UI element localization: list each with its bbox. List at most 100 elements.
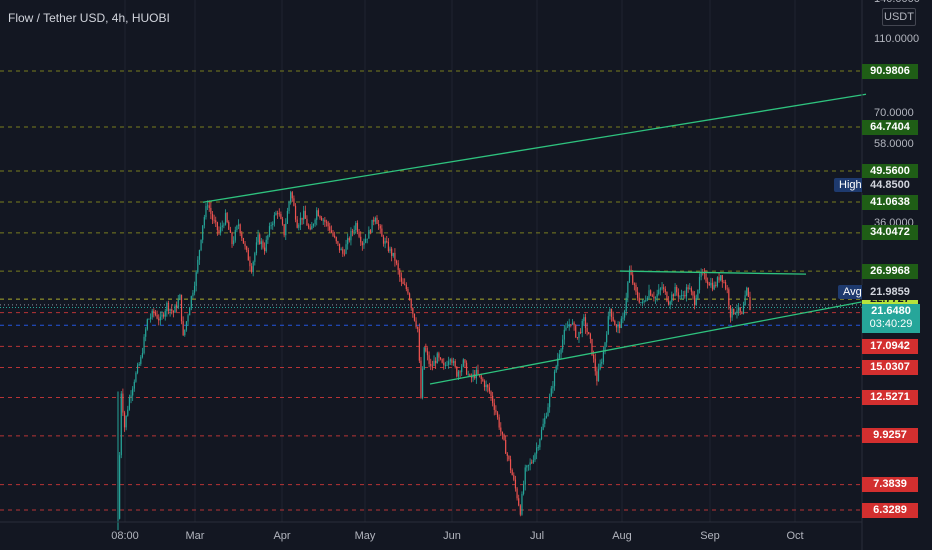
candle-body-81 [249, 260, 251, 267]
candle-body-306 [615, 325, 618, 328]
candle-body-331 [656, 294, 658, 298]
candle-body-315 [630, 269, 632, 275]
candle-body-147 [356, 222, 359, 232]
candle-body-288 [586, 328, 588, 333]
candle-body-272 [560, 349, 562, 355]
candle-body-137 [340, 249, 342, 251]
candle-body-266 [550, 388, 552, 397]
candle-body-126 [322, 219, 324, 221]
candle-body-89 [262, 241, 264, 248]
currency-unit-button[interactable]: USDT [882, 8, 916, 26]
candle-body-104 [286, 210, 289, 224]
candle-body-35 [174, 305, 176, 313]
candle-body-125 [321, 217, 323, 221]
candle-body-245 [516, 488, 518, 499]
candle-body-114 [303, 210, 305, 220]
candle-body-233 [496, 412, 499, 418]
candle-body-208 [456, 366, 458, 377]
candle-body-180 [410, 299, 412, 308]
candle-body-193 [431, 365, 433, 367]
candle-body-373 [724, 282, 727, 289]
candle-body-41 [184, 329, 186, 336]
candle-body-371 [721, 275, 723, 283]
candle-body-45 [190, 296, 192, 308]
candle-body-364 [710, 282, 712, 286]
candle-body-160 [378, 223, 380, 226]
last-price-box: 21.6480 03:40:29 [862, 304, 920, 333]
candle-body-316 [632, 274, 634, 284]
candle-body-36 [176, 305, 178, 308]
candle-body-309 [620, 318, 622, 329]
candle-body-153 [366, 238, 368, 240]
candle-body-184 [417, 326, 419, 329]
candle-body-289 [588, 332, 590, 335]
candle-body-210 [459, 371, 461, 373]
candle-body-232 [495, 409, 497, 413]
trendline-0 [202, 93, 867, 203]
candle-body-90 [263, 247, 266, 252]
candle-body-151 [363, 242, 365, 246]
candle-body-282 [576, 337, 578, 338]
candle-body-18 [146, 319, 148, 330]
candle-body-330 [654, 297, 657, 299]
candle-body-281 [575, 325, 577, 338]
x-tick-label: Mar [185, 530, 205, 542]
x-tick-label: Jul [529, 530, 545, 542]
candle-body-294 [596, 371, 598, 382]
candle-body-75 [239, 224, 241, 234]
candle-body-34 [172, 310, 174, 313]
candle-body-82 [250, 266, 253, 272]
candle-body-202 [446, 364, 448, 366]
candle-body-363 [708, 283, 710, 286]
candle-body-260 [540, 429, 543, 440]
candle-body-142 [348, 238, 350, 241]
candle-body-4 [123, 412, 126, 428]
candle-body-61 [216, 222, 218, 231]
candle-body-120 [312, 223, 315, 226]
price-level-label: 6.3289 [862, 502, 918, 518]
candle-body-342 [674, 286, 676, 297]
candle-body-57 [210, 207, 212, 214]
candle-body-197 [438, 353, 440, 358]
candle-body-96 [273, 215, 275, 224]
candle-body-157 [373, 219, 375, 222]
candle-body-213 [464, 359, 466, 363]
candle-body-68 [228, 222, 230, 230]
candle-body-33 [171, 309, 173, 311]
candle-body-60 [215, 220, 217, 223]
candle-body-46 [192, 292, 194, 297]
candle-body-237 [503, 434, 505, 440]
x-tick-label: Apr [273, 530, 291, 542]
candle-body-128 [325, 221, 328, 223]
candle-body-162 [381, 228, 383, 237]
candle-body-163 [382, 236, 385, 244]
candle-body-169 [392, 252, 394, 256]
candle-body-156 [371, 219, 373, 233]
candle-body-37 [177, 299, 179, 308]
candle-body-336 [664, 288, 666, 292]
price-level-label: 17.0942 [862, 338, 918, 354]
candle-body-185 [418, 328, 420, 361]
candle-body-325 [646, 298, 648, 301]
candle-body-255 [532, 460, 534, 463]
candle-body-179 [408, 293, 411, 300]
candle-body-131 [330, 230, 332, 233]
candle-body-225 [483, 381, 486, 388]
candle-body-103 [285, 223, 287, 236]
candle-body-338 [667, 301, 670, 305]
candle-body-378 [733, 308, 735, 314]
candle-body-38 [179, 294, 181, 300]
candle-body-189 [425, 347, 427, 352]
candle-body-326 [648, 290, 650, 299]
candle-body-112 [299, 217, 302, 225]
candle-body-270 [557, 357, 559, 367]
candle-body-98 [277, 212, 279, 214]
candle-body-283 [578, 331, 580, 338]
candle-body-107 [291, 192, 293, 199]
candle-body-31 [167, 302, 170, 311]
candle-body-87 [259, 234, 261, 245]
candle-body-186 [420, 360, 422, 398]
candle-body-248 [521, 493, 523, 515]
candle-body-52 [202, 225, 204, 240]
